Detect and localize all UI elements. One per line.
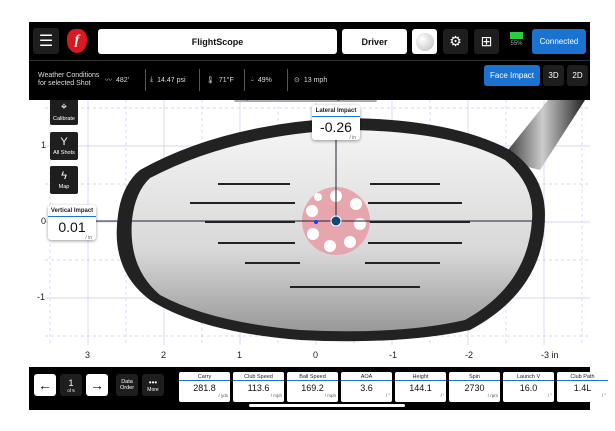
metric-unit: / mph	[324, 393, 336, 398]
metric-name: Club Speed	[233, 372, 284, 381]
metric-value: 113.6	[247, 383, 270, 393]
x-tick-label: 3	[85, 350, 91, 360]
metric-tile[interactable]: Height 144.1 / '	[395, 372, 446, 402]
droplet-icon: 💧︎	[251, 76, 254, 83]
club-selector[interactable]: Driver	[342, 29, 407, 54]
metric-value: 3.6	[360, 383, 373, 393]
crosshair-icon: ⌖	[60, 100, 68, 113]
all-shots-button[interactable]: Y All Shots	[50, 132, 78, 160]
x-tick-label: 0	[313, 350, 319, 360]
session-title[interactable]: FlightScope	[98, 29, 337, 54]
pressure: ⤓ 14.47 psi	[150, 76, 186, 84]
y-tick-label: 1	[41, 140, 47, 150]
metric-name: Height	[395, 372, 446, 381]
hamburger-icon: ☰	[38, 33, 54, 50]
scrollbar[interactable]	[249, 404, 405, 407]
wind: ⊙ 13 mph	[294, 76, 328, 85]
metric-value: 1.4L	[573, 383, 592, 393]
more-icon: •••	[148, 377, 158, 387]
map-button[interactable]: ϟ Map	[50, 166, 78, 194]
altitude: 〰 482'	[105, 76, 130, 85]
battery-status: 55%	[510, 32, 523, 47]
connect-button[interactable]: Connected	[532, 29, 586, 54]
golf-ball-icon	[415, 32, 434, 51]
altitude-icon: 〰	[105, 77, 112, 84]
arrow-right-icon: →	[90, 377, 104, 393]
y-tick-label: -1	[37, 292, 46, 302]
settings-button[interactable]: ⚙	[443, 29, 468, 54]
face-impact-chart	[45, 100, 590, 345]
shots-icon: Y	[60, 136, 68, 148]
thermometer-icon: 🌡︎	[206, 77, 215, 84]
next-shot-button[interactable]: →	[86, 374, 108, 396]
arrow-left-icon: ←	[38, 377, 52, 393]
metric-name: Club Path	[557, 372, 608, 381]
data-order-button[interactable]: Data Order	[116, 374, 138, 396]
lightning-icon: ϟ	[61, 170, 67, 182]
x-tick-label: -2	[465, 350, 474, 360]
grid-icon: ⊞	[480, 33, 493, 49]
x-tick-label: -3 in	[541, 350, 559, 360]
metric-unit: / mph	[270, 393, 282, 398]
metric-tile[interactable]: AOA 3.6 / °	[341, 372, 392, 402]
calibrate-button[interactable]: ⌖ Calibrate	[50, 97, 78, 125]
gear-icon: ⚙	[449, 33, 462, 49]
flightscope-logo: f	[67, 29, 87, 53]
metric-name: AOA	[341, 372, 392, 381]
metric-tile[interactable]: Spin 2730/ rpm	[449, 372, 500, 402]
humidity: 💧︎ 49%	[251, 76, 272, 84]
metric-name: Ball Speed	[287, 372, 338, 381]
metric-unit: / yds	[218, 393, 228, 398]
x-tick-label: 1	[237, 350, 243, 360]
y-tick-label: 0	[41, 216, 47, 226]
ball-button[interactable]	[412, 29, 437, 54]
metric-unit: / rpm	[487, 393, 498, 398]
metric-unit: / °	[547, 393, 552, 398]
prev-shot-button[interactable]: ←	[34, 374, 56, 396]
vertical-impact-card: Vertical Impact 0.01/ in	[48, 205, 96, 241]
impact-dot	[330, 215, 342, 227]
metric-value: 2730	[464, 383, 485, 393]
metric-value: 16.0	[519, 383, 538, 393]
tab-face-impact[interactable]: Face Impact	[484, 65, 540, 86]
metric-tile[interactable]: Club Path 1.4L / °	[557, 372, 608, 402]
pressure-icon: ⤓	[150, 76, 154, 83]
shot-counter: 1 of 5	[60, 374, 82, 396]
weather-label: Weather Conditions for selected Shot	[38, 72, 100, 87]
metric-tile[interactable]: Launch V 16.0 / °	[503, 372, 554, 402]
metric-tile[interactable]: Carry 281.8/ yds	[179, 372, 230, 402]
metric-tile[interactable]: Ball Speed 169.2/ mph	[287, 372, 338, 402]
more-button[interactable]: ••• More	[142, 374, 164, 396]
menu-button[interactable]: ☰	[33, 28, 59, 54]
battery-icon	[510, 32, 523, 39]
tab-3d[interactable]: 3D	[543, 65, 564, 86]
metric-name: Carry	[179, 372, 230, 381]
metric-name: Launch V	[503, 372, 554, 381]
metric-unit: / °	[385, 393, 390, 398]
tab-2d[interactable]: 2D	[567, 65, 588, 86]
metric-unit: / °	[601, 393, 606, 398]
lateral-impact-card: Lateral Impact -0.26/ in	[312, 105, 360, 141]
x-tick-label: 2	[161, 350, 167, 360]
layout-button[interactable]: ⊞	[474, 29, 499, 54]
metric-tile[interactable]: Club Speed 113.6/ mph	[233, 372, 284, 402]
wind-icon: ⊙	[294, 77, 300, 84]
hosel	[500, 100, 585, 170]
metric-value: 144.1	[409, 383, 432, 393]
metric-unit: / '	[440, 393, 444, 398]
x-tick-label: -1	[389, 350, 398, 360]
temperature: 🌡︎ 71°F	[206, 76, 234, 85]
metric-value: 169.2	[301, 383, 324, 393]
metric-value: 281.8	[193, 383, 216, 393]
metric-name: Spin	[449, 372, 500, 381]
center-dot	[314, 220, 318, 224]
